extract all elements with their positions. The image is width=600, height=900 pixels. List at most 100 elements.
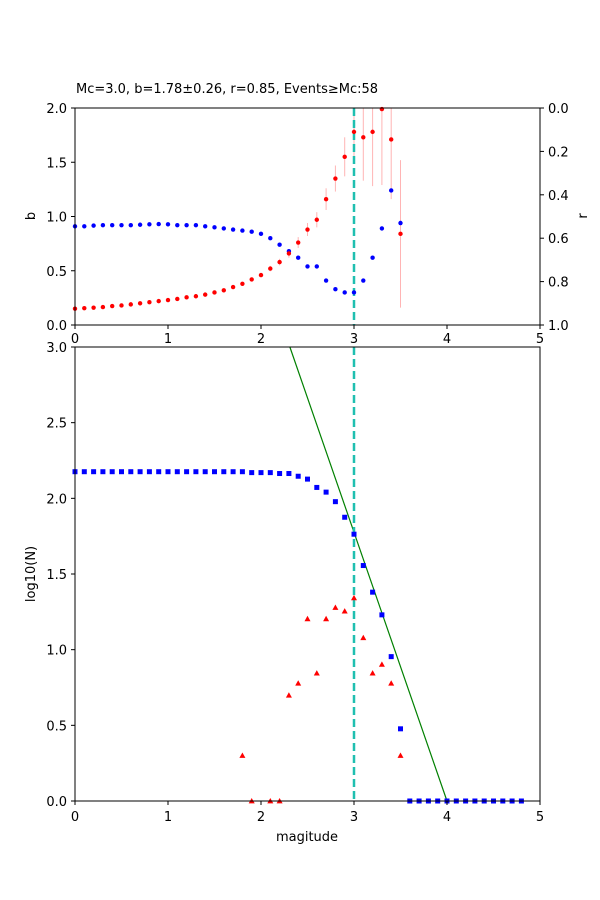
r-point <box>110 222 115 228</box>
noncumulative-point <box>239 752 246 758</box>
b-point <box>221 288 226 293</box>
cumulative-point <box>360 563 366 569</box>
noncumulative-point <box>369 670 376 676</box>
r-point <box>379 226 385 231</box>
cumulative-point <box>100 469 106 475</box>
r-point <box>137 222 143 227</box>
cumulative-point <box>184 469 190 475</box>
b-point <box>258 272 264 278</box>
cumulative-point <box>146 469 152 475</box>
cumulative-point <box>221 469 227 475</box>
y-tick-label: 0.5 <box>46 265 67 280</box>
b-point <box>147 300 152 305</box>
cumulative-point <box>342 514 348 520</box>
cumulative-point <box>193 469 199 475</box>
b-point <box>175 296 180 302</box>
b-point <box>389 137 394 142</box>
r-point <box>296 255 301 260</box>
b-point <box>230 284 236 290</box>
r-point <box>165 222 171 227</box>
cumulative-point <box>379 612 385 618</box>
r-point <box>240 228 245 233</box>
b-point <box>100 304 106 310</box>
r-point <box>351 290 357 295</box>
top-plot-frame <box>74 107 541 326</box>
cumulative-point <box>332 499 338 505</box>
noncumulative-point <box>323 615 330 622</box>
noncumulative-point <box>313 670 320 676</box>
r-point <box>193 222 199 228</box>
noncumulative-point <box>285 692 292 698</box>
right-y-tick-label: 0.8 <box>548 276 569 291</box>
b-point <box>323 196 329 202</box>
b-point <box>361 135 366 140</box>
r-point <box>277 242 282 247</box>
top-y-axis-label: b <box>24 212 39 220</box>
x-tick-label: 3 <box>350 332 358 347</box>
cumulative-point <box>137 469 143 475</box>
cumulative-point <box>109 469 115 475</box>
b-point <box>212 290 217 295</box>
cumulative-point <box>230 469 236 475</box>
r-point <box>230 227 236 232</box>
b-point <box>119 303 124 308</box>
x-tick-label: 4 <box>443 332 451 347</box>
right-y-tick-label: 0.0 <box>548 102 569 117</box>
y-tick-label: 1.0 <box>46 211 67 226</box>
b-point <box>314 217 319 222</box>
fit-line <box>289 346 448 802</box>
b-point <box>398 231 403 237</box>
r-point <box>128 222 133 228</box>
noncumulative-point <box>388 680 395 686</box>
cumulative-point <box>156 469 162 475</box>
y-tick-label: 2.0 <box>46 492 67 507</box>
x-tick-label: 5 <box>536 332 544 347</box>
r-point <box>268 236 273 241</box>
noncumulative-point <box>378 661 385 667</box>
b-point <box>296 240 301 245</box>
b-point <box>286 251 292 256</box>
b-point <box>305 227 310 232</box>
r-point <box>147 222 152 227</box>
cumulative-point <box>398 726 403 732</box>
right-y-tick-label: 0.6 <box>548 232 569 247</box>
b-point <box>268 266 273 271</box>
cumulative-point <box>174 469 180 475</box>
r-point <box>389 188 394 193</box>
b-point <box>203 292 208 297</box>
r-point <box>333 286 338 292</box>
cumulative-point <box>286 471 292 477</box>
b-point <box>333 176 338 181</box>
right-y-tick-label: 0.2 <box>548 145 569 160</box>
top-right-y-axis-label: r <box>576 213 591 219</box>
cumulative-point <box>119 469 124 475</box>
r-point <box>119 222 124 228</box>
r-point <box>156 221 161 227</box>
noncumulative-point <box>397 752 404 758</box>
y-tick-label: 1.5 <box>46 156 67 171</box>
cumulative-point <box>370 589 376 595</box>
b-point <box>91 305 96 310</box>
b-point <box>193 294 199 299</box>
r-point <box>249 229 254 234</box>
r-point <box>305 264 310 269</box>
cumulative-point <box>305 476 310 482</box>
noncumulative-point <box>332 604 339 610</box>
r-point <box>370 255 375 260</box>
r-point <box>323 278 329 283</box>
cumulative-point <box>295 473 301 479</box>
b-point <box>351 129 357 135</box>
x-tick-label: 4 <box>443 810 451 825</box>
cumulative-point <box>91 469 97 475</box>
x-tick-label: 0 <box>71 332 79 347</box>
x-tick-label: 5 <box>536 810 544 825</box>
y-tick-label: 1.5 <box>46 568 67 583</box>
b-point <box>240 281 245 286</box>
r-point <box>91 223 96 228</box>
b-point <box>277 259 282 265</box>
b-point <box>156 298 161 304</box>
b-point <box>110 303 115 309</box>
b-point <box>82 305 87 311</box>
r-point <box>82 224 87 229</box>
cumulative-point <box>258 470 264 476</box>
